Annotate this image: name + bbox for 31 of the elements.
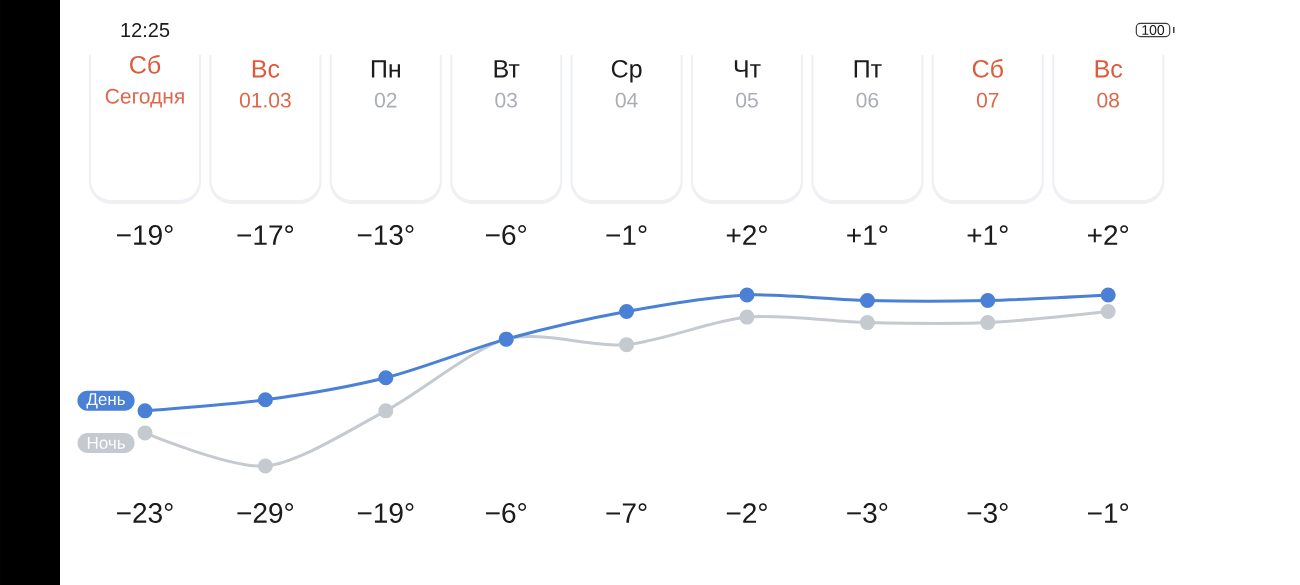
data-label: −1° bbox=[606, 225, 647, 245]
data-label: +1° bbox=[847, 225, 888, 245]
data-label: +2° bbox=[726, 225, 767, 245]
text: 12:25 bbox=[121, 22, 170, 38]
x-tick-label: Сб 07 bbox=[972, 59, 1003, 108]
x-tick-label: Вс 08 bbox=[1095, 60, 1123, 108]
x-tick-label: Вс 01.03 bbox=[239, 60, 291, 108]
x-tick-label: Вт 03 bbox=[494, 60, 520, 108]
data-label: −7° bbox=[606, 503, 647, 523]
x-tick-label: Чт 05 bbox=[734, 60, 761, 108]
data-label: −2° bbox=[726, 503, 767, 523]
x-tick-label: Пт 06 bbox=[854, 60, 882, 108]
series-label: День bbox=[86, 393, 125, 409]
text: 100 bbox=[1142, 25, 1165, 35]
data-label: +2° bbox=[1088, 225, 1129, 245]
data-label: −19° bbox=[357, 503, 414, 523]
x-tick-label: Пн 02 bbox=[371, 60, 400, 108]
data-label: −3° bbox=[847, 503, 888, 523]
x-tick-label: Ср 04 bbox=[611, 59, 642, 108]
data-label: −3° bbox=[967, 503, 1008, 523]
data-label: −19° bbox=[117, 225, 173, 245]
x-tick-label: Сб Сегодня bbox=[105, 55, 184, 108]
data-label: −23° bbox=[117, 503, 173, 523]
data-label: −17° bbox=[237, 225, 294, 245]
data-label: −29° bbox=[237, 503, 294, 523]
data-label: −6° bbox=[486, 225, 527, 245]
data-label: −1° bbox=[1088, 503, 1129, 523]
series-label: Ночь bbox=[87, 436, 125, 449]
data-label: −6° bbox=[486, 503, 527, 523]
data-label: −13° bbox=[357, 225, 414, 245]
data-label: +1° bbox=[967, 225, 1008, 245]
